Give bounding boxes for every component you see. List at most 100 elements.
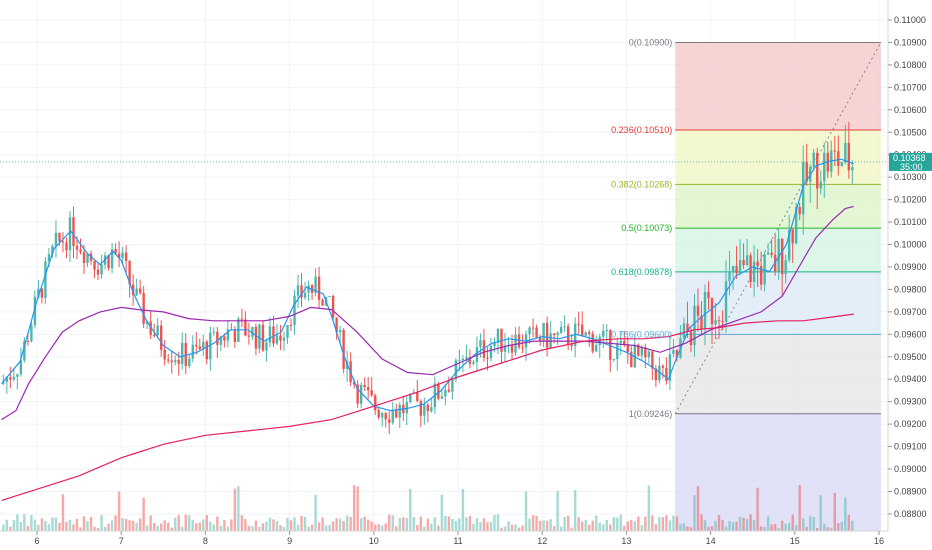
candle-body: [851, 167, 854, 171]
volume-bar: [475, 518, 479, 531]
candle-body: [303, 292, 307, 298]
volume-bar: [65, 521, 68, 531]
volume-bar: [479, 522, 482, 531]
candle-body: [419, 400, 423, 416]
candle-body: [545, 322, 549, 348]
candle-body: [738, 260, 742, 274]
candle-body: [251, 326, 254, 337]
candle-body: [591, 333, 594, 352]
volume-bar: [556, 491, 559, 531]
candle-body: [721, 321, 724, 323]
candle-body: [68, 217, 72, 251]
volume-bar: [244, 519, 247, 531]
volume-bar: [240, 515, 244, 531]
volume-bar: [75, 518, 79, 531]
candle-body: [254, 326, 258, 349]
candle-body: [9, 377, 12, 380]
candle-body: [188, 358, 191, 367]
candle-body: [728, 272, 731, 282]
candle-body: [314, 276, 317, 293]
volume-bar: [731, 522, 735, 531]
volume-bar: [416, 525, 419, 531]
volume-bar: [142, 497, 145, 531]
volume-bar: [437, 525, 440, 531]
candle-body: [742, 260, 745, 266]
volume-bar: [644, 516, 647, 531]
candle-body: [840, 162, 844, 166]
candle-body: [79, 249, 82, 253]
volume-bar: [759, 526, 763, 531]
candle-body: [96, 269, 100, 275]
candle-body: [409, 393, 412, 402]
candle-body: [275, 335, 279, 344]
candle-body: [216, 331, 219, 345]
volume-bar: [195, 523, 198, 531]
candle-body: [384, 413, 387, 420]
candle-body: [223, 336, 226, 341]
candle-body: [163, 349, 166, 360]
volume-bar: [503, 526, 507, 531]
candle-body: [426, 404, 430, 412]
volume-bar: [802, 518, 805, 531]
volume-bar: [689, 527, 693, 531]
volume-bar: [398, 518, 401, 531]
volume-bar: [528, 518, 531, 531]
volume-bar: [265, 521, 268, 531]
candle-body: [528, 327, 531, 335]
candle-body: [556, 332, 559, 336]
candle-body: [514, 334, 517, 353]
candle-body: [770, 252, 773, 255]
volume-bar: [377, 524, 380, 531]
candle-body: [612, 358, 615, 360]
candle-body: [521, 347, 524, 349]
volume-bar: [602, 524, 605, 531]
candle-body: [717, 320, 721, 322]
volume-bar: [258, 526, 261, 531]
candle-body: [352, 382, 356, 385]
candle-body: [359, 384, 363, 404]
time-tick-label: 11: [453, 536, 462, 546]
price-tick-label: 0.10800: [894, 60, 927, 70]
volume-bar: [461, 489, 465, 531]
volume-bar: [640, 525, 644, 531]
price-tick-label: 0.10200: [894, 195, 927, 205]
volume-bar: [542, 520, 545, 531]
fib-trend-line: [674, 42, 882, 415]
volume-bar: [23, 514, 26, 531]
volume-bar: [686, 526, 689, 531]
volume-bar: [54, 517, 58, 531]
candle-body: [444, 389, 447, 397]
volume-bar: [96, 527, 100, 531]
volume-bar: [184, 514, 187, 531]
volume-bar: [388, 514, 391, 531]
volume-bar: [517, 527, 521, 531]
candle-body: [651, 351, 654, 369]
candle-body: [233, 330, 237, 343]
last-price-badge[interactable]: [889, 152, 932, 171]
candle-body: [391, 410, 394, 423]
volume-bar: [837, 523, 840, 531]
candle-body: [640, 347, 644, 356]
volume-bar: [819, 495, 822, 531]
volume-bar: [145, 525, 149, 531]
candle-body: [759, 266, 763, 285]
fib-zone: [675, 271, 881, 335]
candle-body: [493, 342, 496, 347]
volume-bar: [770, 524, 773, 531]
volume-bar: [791, 514, 794, 531]
candle-body: [174, 360, 177, 363]
candle-body: [693, 305, 696, 346]
volume-bar: [370, 521, 373, 531]
volume-bar: [159, 523, 163, 531]
volume-bar: [651, 515, 654, 531]
volume-bar: [538, 520, 542, 531]
volume-bar: [272, 519, 275, 531]
candle-body: [552, 333, 556, 336]
volume-bar: [374, 524, 377, 531]
candle-body: [454, 360, 458, 380]
volume-bar: [345, 515, 349, 531]
candle-body: [82, 252, 86, 264]
volume-bar: [482, 518, 486, 531]
candle-body: [307, 285, 310, 293]
